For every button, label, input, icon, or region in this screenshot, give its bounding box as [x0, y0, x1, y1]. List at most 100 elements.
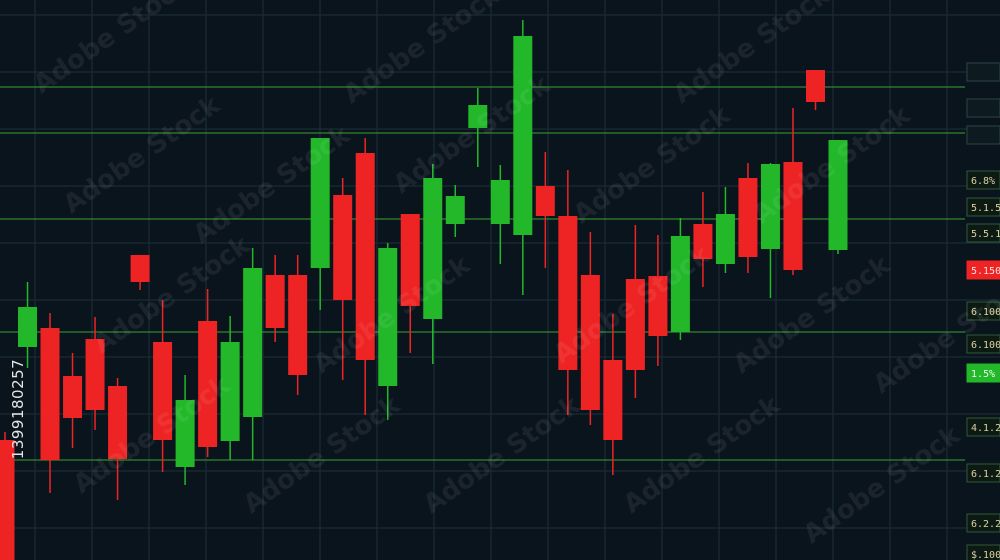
candle-body — [670, 236, 690, 332]
price-tag-label: 6.8% — [971, 176, 995, 187]
candle — [828, 140, 848, 254]
candle — [468, 88, 488, 167]
candle-body — [130, 255, 150, 282]
price-tag-box — [966, 463, 1000, 483]
candle-body — [490, 180, 510, 224]
price-tag-box — [966, 301, 1000, 321]
candle — [108, 378, 128, 500]
candle — [423, 164, 443, 364]
candle-body — [243, 268, 263, 417]
candle-body — [220, 342, 240, 441]
candle-body — [378, 248, 398, 386]
candle — [715, 187, 735, 273]
price-tag: 6.100 — [966, 334, 1000, 354]
candle-body — [828, 140, 848, 250]
price-tag-label: 5.1.5% — [971, 203, 1000, 214]
price-tag-box — [966, 417, 1000, 437]
candle — [783, 108, 803, 275]
candle-body — [423, 178, 443, 319]
side-id-text: 1399180257 — [9, 358, 27, 460]
price-tag-label: $.100 — [971, 550, 1000, 560]
candle-body — [625, 279, 645, 370]
candle — [445, 185, 465, 237]
candle — [198, 289, 218, 457]
candle — [18, 282, 38, 368]
candle-body — [580, 275, 600, 410]
price-tag: 6.2.22 — [966, 513, 1000, 533]
candle — [535, 152, 555, 268]
candle — [130, 255, 150, 290]
candle — [603, 314, 623, 475]
candle-body — [355, 153, 375, 360]
candle — [40, 313, 60, 493]
price-tag-label: 5.5.1% — [971, 229, 1000, 240]
candle-body — [805, 70, 825, 102]
price-tag: 5.150 — [966, 260, 1000, 280]
price-tag: 6.8% — [966, 170, 1000, 190]
price-tag: $.100 — [966, 544, 1000, 560]
candle-body — [783, 162, 803, 270]
candle — [490, 165, 510, 264]
candle-body — [153, 342, 173, 440]
price-tag-label: 6.2.22 — [971, 519, 1000, 530]
candle-body — [738, 178, 758, 257]
candle — [580, 232, 600, 425]
candle-body — [603, 360, 623, 440]
price-tag — [966, 125, 1000, 145]
price-tag-label: 5.150 — [971, 266, 1000, 277]
candle — [693, 192, 713, 287]
candle — [760, 163, 780, 298]
candle-body — [85, 339, 105, 410]
candle — [333, 178, 353, 380]
price-tag-label: 6.100 — [971, 307, 1000, 318]
price-tag: 5.5.1% — [966, 223, 1000, 243]
price-tag — [966, 98, 1000, 118]
candle-body — [468, 105, 488, 128]
level-lines — [0, 86, 965, 461]
price-tag-box — [966, 170, 1000, 190]
candle-body — [513, 36, 533, 235]
candle-body — [693, 224, 713, 259]
price-tag-box — [966, 544, 1000, 560]
candle — [738, 163, 758, 273]
candle — [400, 214, 420, 353]
candle — [558, 170, 578, 415]
price-tag: 1.5% — [966, 363, 1000, 383]
candle-body — [63, 376, 83, 418]
candle — [378, 243, 398, 420]
candle — [805, 70, 825, 110]
candle-body — [400, 214, 420, 306]
candle-body — [108, 386, 128, 459]
candle — [288, 255, 308, 395]
candles — [0, 20, 848, 560]
price-tag: 5.1.5% — [966, 197, 1000, 217]
price-tag: 6.1.22 — [966, 463, 1000, 483]
candle — [85, 317, 105, 430]
candle-body — [198, 321, 218, 447]
candle-body — [715, 214, 735, 264]
candle — [220, 316, 240, 460]
price-tag — [966, 62, 1000, 82]
candle — [153, 300, 173, 472]
price-tag-box — [966, 62, 1000, 82]
price-tag-label: 6.100 — [971, 340, 1000, 351]
price-tags: 6.8% 5.1.5% 5.5.1% 5.150 6.100 6.100 1.5% 4.1.2… — [966, 62, 1000, 560]
price-tag-box — [966, 363, 1000, 383]
price-tag-box — [966, 98, 1000, 118]
candle-body — [265, 275, 285, 328]
candle — [513, 20, 533, 295]
candle — [265, 255, 285, 342]
candle-body — [288, 275, 308, 375]
candle-body — [40, 328, 60, 460]
candle — [0, 432, 15, 560]
candle-body — [310, 138, 330, 268]
candle — [175, 375, 195, 485]
candle — [243, 248, 263, 460]
candle-body — [175, 400, 195, 467]
candle-body — [445, 196, 465, 224]
candle-body — [18, 307, 38, 347]
price-tag-box — [966, 125, 1000, 145]
price-tag: 4.1.22 — [966, 417, 1000, 437]
